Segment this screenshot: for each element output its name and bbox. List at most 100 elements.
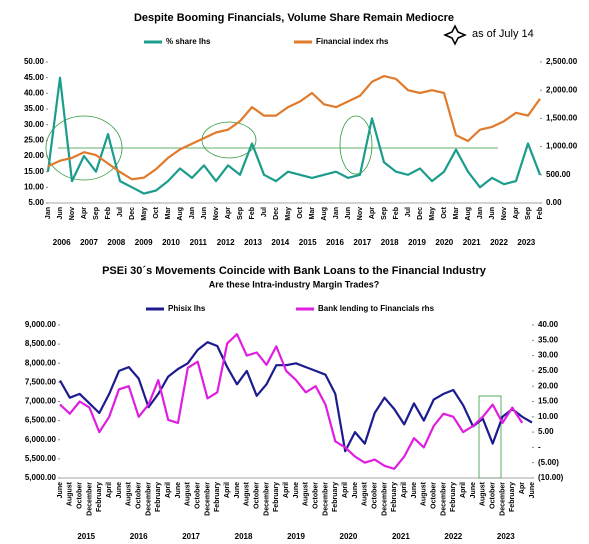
x-tick-label: December — [381, 482, 388, 516]
x-tick-label: Sep — [237, 207, 244, 220]
y2-tick-label: 5.00 — [538, 427, 554, 436]
y-tick-label: 8,500.00 — [25, 339, 57, 348]
x-tick-label: Jul — [117, 207, 124, 217]
x-tick-label: June — [234, 482, 241, 498]
year-label: 2015 — [77, 532, 95, 541]
x-tick-label: October — [195, 482, 202, 509]
y2-tick-label: 500.00 — [546, 170, 571, 179]
y2-tick-label: 30.00 — [538, 351, 559, 360]
x-tick-label: October — [431, 482, 438, 509]
year-label: 2009 — [135, 238, 153, 247]
x-tick-label: Feb — [105, 207, 112, 219]
y2-tick-label: 25.00 — [538, 366, 559, 375]
x-tick-label: February — [450, 482, 457, 512]
y2-tick-label: 20.00 — [538, 381, 559, 390]
x-tick-label: May — [429, 207, 436, 221]
year-label: 2016 — [130, 532, 148, 541]
x-tick-label: Dec — [273, 207, 280, 220]
x-tick-label: June — [175, 482, 182, 498]
chart-subtitle: Are these Intra-industry Margin Trades? — [209, 279, 380, 289]
x-tick-label: April — [165, 482, 172, 498]
y-tick-label: 50.00 — [24, 57, 45, 66]
x-tick-label: June — [411, 482, 418, 498]
x-tick-label: August — [126, 481, 133, 506]
y-tick-label: 40.00 — [24, 88, 45, 97]
x-tick-label: Aug — [465, 207, 472, 221]
y-tick-label: 10.00 — [24, 182, 45, 191]
x-tick-label: Nov — [357, 207, 364, 220]
year-label: 2017 — [182, 532, 200, 541]
y-tick-label: 5.00 — [28, 198, 44, 207]
year-label: 2013 — [244, 238, 262, 247]
x-tick-label: December — [322, 482, 329, 516]
y-tick-label: 7,000.00 — [25, 397, 57, 406]
y-tick-label: 15.00 — [24, 167, 45, 176]
x-tick-label: Jan — [333, 207, 340, 219]
x-tick-label: June — [352, 482, 359, 498]
x-tick-label: August — [303, 481, 310, 506]
x-tick-label: August — [67, 481, 74, 506]
y-tick-label: 35.00 — [24, 104, 45, 113]
x-tick-label: February — [96, 482, 103, 512]
y-tick-label: 5,000.00 — [25, 473, 57, 482]
y2-tick-label: 1,000.00 — [546, 142, 578, 151]
year-label: 2022 — [490, 238, 508, 247]
x-tick-label: December — [263, 482, 270, 516]
y2-tick-label: 15.00 — [538, 397, 559, 406]
x-tick-label: Oct — [297, 206, 304, 218]
x-tick-label: October — [490, 482, 497, 509]
x-tick-label: Sep — [93, 207, 100, 220]
x-tick-label: Nov — [213, 207, 220, 220]
annotation: as of July 14 — [472, 28, 534, 40]
year-label: 2019 — [287, 532, 305, 541]
x-tick-label: Mar — [165, 207, 172, 220]
x-tick-label: Dec — [417, 207, 424, 220]
highlight-circle — [339, 115, 373, 175]
chart-title: PSEi 30´s Movements Coincide with Bank L… — [102, 265, 487, 277]
x-tick-label: May — [285, 207, 292, 221]
series-line — [46, 76, 542, 195]
x-tick-label: February — [214, 482, 221, 512]
year-label: 2014 — [271, 238, 289, 247]
year-label: 2006 — [53, 238, 71, 247]
x-tick-label: May — [141, 207, 148, 221]
series-line — [59, 341, 533, 453]
year-label: 2023 — [517, 238, 535, 247]
series-line — [47, 75, 541, 181]
y-tick-label: 8,000.00 — [25, 358, 57, 367]
year-label: 2021 — [463, 238, 481, 247]
x-tick-label: Nov — [501, 207, 508, 220]
x-tick-label: April — [224, 482, 231, 498]
year-label: 2020 — [435, 238, 453, 247]
y-tick-label: 6,000.00 — [25, 435, 57, 444]
legend-label: Phisix lhs — [168, 304, 206, 313]
year-label: 2016 — [326, 238, 344, 247]
x-tick-label: Nov — [69, 207, 76, 220]
y-tick-label: 7,500.00 — [25, 377, 57, 386]
x-tick-label: Feb — [393, 207, 400, 219]
star-icon — [443, 24, 467, 46]
year-label: 2008 — [107, 238, 125, 247]
x-tick-label: April — [283, 482, 290, 498]
x-tick-label: October — [313, 482, 320, 509]
x-tick-label: December — [499, 482, 506, 516]
year-label: 2021 — [392, 532, 410, 541]
x-tick-label: February — [155, 482, 162, 512]
x-tick-label: August — [421, 481, 428, 506]
year-label: 2018 — [235, 532, 253, 541]
x-tick-label: June — [57, 482, 64, 498]
year-label: 2022 — [444, 532, 462, 541]
y-tick-label: 6,500.00 — [25, 416, 57, 425]
x-tick-label: August — [480, 481, 487, 506]
y-tick-label: 25.00 — [24, 135, 45, 144]
legend-label: Bank lending to Financials rhs — [318, 304, 435, 313]
x-tick-label: Jun — [57, 207, 64, 219]
x-tick-label: February — [391, 482, 398, 512]
y2-tick-label: 10.00 — [538, 412, 559, 421]
x-tick-label: June — [293, 482, 300, 498]
x-tick-label: Sep — [525, 207, 532, 220]
x-tick-label: December — [86, 482, 93, 516]
x-tick-label: Apr — [519, 482, 526, 494]
x-tick-label: December — [204, 482, 211, 516]
y2-tick-label: 0.00 — [546, 198, 562, 207]
